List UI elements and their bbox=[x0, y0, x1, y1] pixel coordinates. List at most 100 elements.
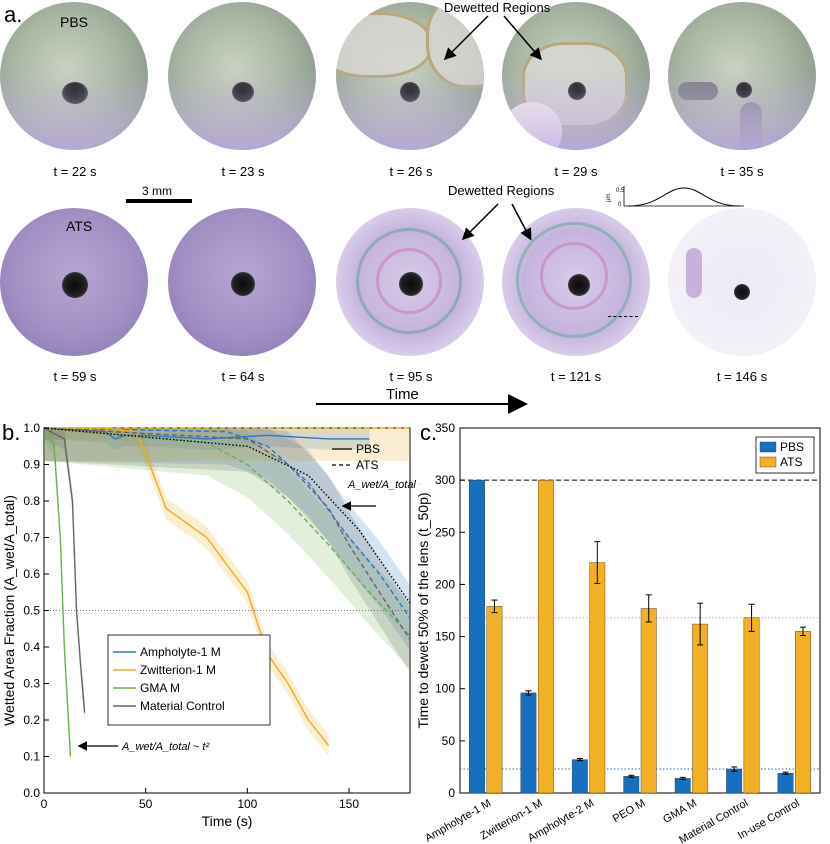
scale-bar bbox=[126, 199, 192, 203]
row-label-ats: ATS bbox=[66, 218, 93, 234]
y-axis-label: Wetted Area Fraction (A_wet/A_total) bbox=[1, 495, 17, 726]
bar bbox=[777, 772, 794, 794]
arrow bbox=[443, 15, 489, 61]
lens-center-marker bbox=[734, 284, 750, 300]
dewetted-regions-label-top: Dewetted Regions bbox=[444, 0, 551, 15]
series-line bbox=[44, 427, 330, 746]
y-tick-label: 300 bbox=[435, 473, 455, 487]
bar bbox=[795, 631, 811, 794]
bar bbox=[743, 617, 760, 794]
time-caption: t = 121 s bbox=[550, 369, 602, 384]
y-tick-label: 200 bbox=[435, 577, 455, 591]
bar bbox=[537, 479, 554, 794]
lens-center-marker bbox=[62, 272, 88, 298]
arrow bbox=[503, 15, 542, 61]
y-tick-label: 0.9 bbox=[23, 458, 40, 472]
lens-pbs-2 bbox=[168, 2, 316, 150]
y-tick-label: 100 bbox=[435, 682, 455, 696]
bar bbox=[589, 562, 606, 794]
interference-fringe bbox=[540, 242, 608, 310]
y-tick-label: 0.5 bbox=[23, 604, 40, 618]
bar bbox=[520, 692, 537, 794]
time-arrow-label: Time bbox=[386, 386, 419, 403]
y-tick-label: 0.0 bbox=[23, 786, 40, 800]
legend-box bbox=[107, 634, 271, 726]
inset-tick: 0.5 bbox=[616, 188, 625, 194]
bar bbox=[469, 479, 485, 794]
x-tick-label: 150 bbox=[339, 797, 359, 811]
time-caption: t = 35 s bbox=[720, 164, 764, 179]
y-tick-label: 0.2 bbox=[23, 713, 40, 727]
y-tick-label: 0.8 bbox=[23, 494, 40, 508]
dewetted-regions-label-bottom: Dewetted Regions bbox=[448, 183, 555, 198]
legend-label: Zwitterion-1 M bbox=[140, 663, 216, 677]
series-line bbox=[43, 427, 411, 641]
time-caption: t = 23 s bbox=[221, 164, 265, 179]
y-tick-label: 0 bbox=[448, 786, 455, 800]
series-line bbox=[43, 427, 411, 604]
lens-pbs-4 bbox=[502, 2, 650, 150]
series-line bbox=[43, 427, 411, 619]
confidence-band bbox=[44, 428, 410, 669]
inset-tick: 0 bbox=[618, 202, 622, 208]
y-tick-label: 1.0 bbox=[23, 421, 40, 435]
y-tick-label: 150 bbox=[435, 630, 455, 644]
legend-swatch bbox=[759, 456, 777, 468]
lens-ats-2 bbox=[168, 208, 316, 356]
time-caption: t = 64 s bbox=[221, 369, 265, 384]
series-line bbox=[43, 427, 72, 757]
legend-label: ATS bbox=[356, 458, 378, 472]
lens-center-marker bbox=[231, 272, 255, 296]
y-tick-label: 0.1 bbox=[23, 750, 40, 764]
legend-label: PBS bbox=[356, 442, 380, 456]
scale-bar-label: 3 mm bbox=[142, 184, 172, 198]
lens-center-marker bbox=[399, 272, 423, 296]
interference-fringe bbox=[516, 222, 632, 338]
lens-ats-1 bbox=[0, 208, 148, 356]
bar bbox=[486, 606, 503, 794]
x-tick-label: 0 bbox=[41, 797, 48, 811]
plot-frame bbox=[459, 427, 821, 794]
panel-c-label: c. bbox=[420, 420, 438, 445]
annotation-right: A_wet/A_total ~ t² bbox=[347, 479, 420, 491]
bar bbox=[674, 778, 691, 794]
x-category-label: GMA M bbox=[661, 797, 699, 826]
series-line bbox=[43, 427, 411, 637]
interference-fringe bbox=[376, 248, 442, 314]
bar bbox=[640, 608, 657, 794]
x-tick-label: 50 bbox=[139, 797, 153, 811]
x-tick-label: 100 bbox=[237, 797, 257, 811]
y-tick-label: 0.7 bbox=[23, 531, 40, 545]
x-category-label: PEO M bbox=[611, 797, 648, 825]
inset-axis-label: μm bbox=[606, 194, 612, 202]
y-tick-label: 350 bbox=[435, 421, 455, 435]
y-tick-label: 50 bbox=[442, 734, 456, 748]
profile-inset: 0.5 0 μm bbox=[606, 186, 744, 208]
confidence-band bbox=[44, 428, 410, 673]
bar bbox=[692, 623, 709, 794]
y-tick-label: 0.3 bbox=[23, 677, 40, 691]
lens-pbs-5 bbox=[668, 2, 816, 150]
lens-ats-3 bbox=[336, 208, 484, 356]
legend-label: PBS bbox=[780, 440, 804, 454]
y-axis-label: Time to dewet 50% of the lens (t_50p) bbox=[415, 492, 431, 728]
time-caption: t = 22 s bbox=[53, 164, 97, 179]
time-caption: t = 26 s bbox=[389, 164, 433, 179]
annotation-arrows-bottom bbox=[316, 203, 532, 414]
time-caption: t = 146 s bbox=[716, 369, 768, 384]
legend-label: ATS bbox=[780, 455, 802, 469]
confidence-band bbox=[44, 428, 410, 651]
dewetted-region bbox=[686, 248, 702, 298]
bar bbox=[726, 768, 743, 794]
annotation-left: A_wet/A_total ~ t² bbox=[121, 741, 209, 753]
annotation-arrows-top bbox=[443, 15, 542, 61]
row-label-pbs: PBS bbox=[60, 14, 89, 30]
profile-line bbox=[608, 316, 638, 317]
time-caption: t = 95 s bbox=[389, 369, 433, 384]
lens-center-marker bbox=[568, 274, 590, 296]
panel-b-label: b. bbox=[2, 420, 21, 445]
y-tick-label: 0.6 bbox=[23, 567, 40, 581]
legend-label: GMA M bbox=[140, 681, 180, 695]
lens-pbs-1 bbox=[0, 2, 148, 150]
lens-pbs-3 bbox=[336, 2, 484, 150]
